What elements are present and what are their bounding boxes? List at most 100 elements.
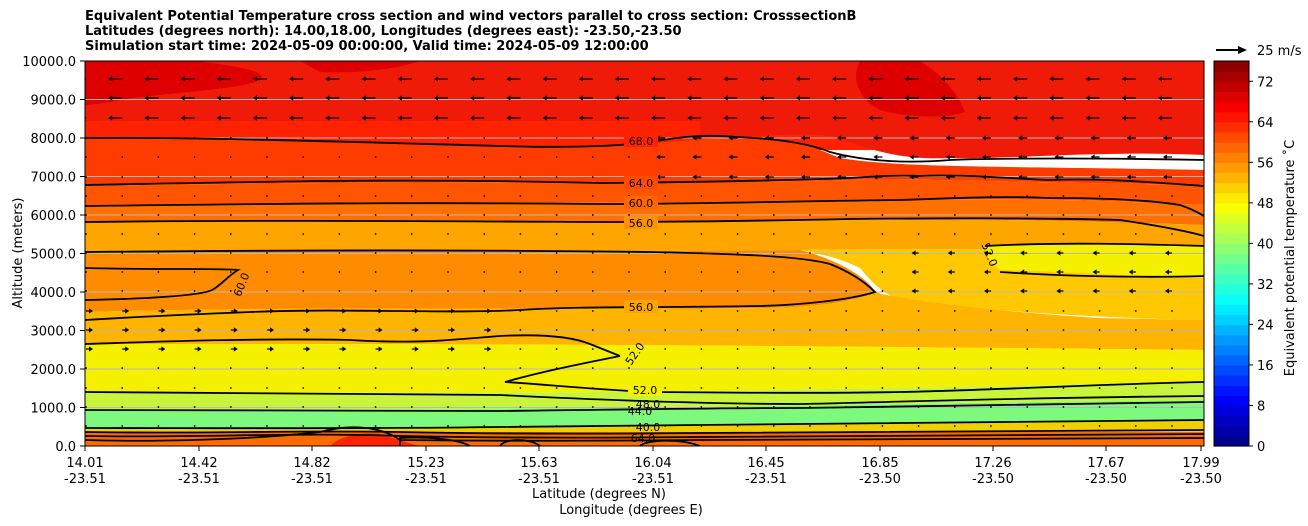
contour-line-68 — [85, 134, 1204, 163]
wind-vector-dot — [809, 290, 811, 292]
contour-line-52-right-top — [984, 242, 1204, 247]
wind-vector-head — [837, 135, 842, 141]
wind-vector-head — [378, 308, 383, 314]
wind-vector-head — [728, 154, 733, 160]
wind-vector-dot — [555, 271, 558, 273]
wind-vector-dot — [1062, 195, 1065, 197]
wind-vector-head — [1092, 288, 1097, 294]
wind-vector-head — [1085, 76, 1090, 82]
wind-vector-head — [270, 346, 274, 352]
wind-vector-dot — [881, 233, 884, 235]
wind-vector-head — [434, 76, 438, 82]
wind-vector-head — [89, 346, 93, 352]
wind-vector-dot — [374, 195, 377, 197]
wind-vector-head — [911, 288, 916, 294]
wind-vector-dot — [1171, 310, 1173, 312]
wind-vector-dot — [193, 156, 196, 158]
wind-vector-dot — [157, 252, 160, 254]
wind-vector-dot — [229, 425, 232, 427]
wind-vector-dot — [410, 271, 413, 273]
wind-vector-head — [801, 174, 805, 180]
wind-vector-dot — [917, 425, 920, 427]
wind-vector-dot — [664, 387, 667, 389]
wind-vector-dot — [628, 252, 630, 254]
wind-vector-dot — [664, 425, 667, 427]
contour-line-40 — [85, 419, 1204, 430]
wind-vector-head — [982, 174, 986, 180]
wind-vector-head — [180, 76, 185, 82]
y-axis: 0.0 1000.0 2000.0 3000.0 4000.0 5000.0 6000.0 7… — [22, 55, 85, 455]
wind-vector-dot — [809, 367, 811, 369]
wind-vector-head — [233, 346, 238, 352]
wind-vector-dot — [410, 214, 413, 216]
wind-vector-head — [289, 115, 294, 121]
wind-vector-head — [397, 115, 402, 121]
wind-vector-head — [873, 154, 878, 160]
wind-vector-dot — [591, 271, 594, 273]
band-56-60-mid — [85, 250, 875, 312]
colorbar-segment-7 — [1214, 364, 1249, 376]
wind-vector-dot — [881, 367, 884, 369]
wind-vector-head — [144, 115, 149, 121]
x-tick-label-lat-5: 16.04 — [634, 456, 671, 471]
band-64-68 — [85, 137, 1204, 186]
wind-vector-head — [868, 76, 873, 82]
x-tick-label-lon-6: -23.51 — [745, 472, 787, 487]
wind-vector-dot — [591, 387, 594, 389]
colorbar-segment-4 — [1214, 395, 1249, 407]
wind-vector-dot — [447, 137, 449, 139]
wind-vector-head — [837, 174, 842, 180]
wind-vector-dot — [917, 406, 920, 408]
wind-vector-head — [945, 154, 950, 160]
wind-vector-head — [615, 95, 619, 101]
wind-vector-dot — [1134, 367, 1137, 369]
wind-vector-dot — [121, 233, 124, 235]
wind-vector-dot — [519, 348, 522, 350]
x-tick-label-lon-3: -23.51 — [405, 472, 447, 487]
wind-vector-dot — [664, 367, 667, 369]
wind-vector-dot — [85, 290, 87, 292]
wind-vector-head — [687, 76, 692, 82]
x-tick-label-lon-9: -23.50 — [1085, 472, 1127, 487]
wind-vector-dot — [628, 233, 630, 235]
wind-vector-dot — [845, 367, 848, 369]
wind-vector-dot — [302, 290, 305, 292]
x-tick-label-lat-9: 17.67 — [1087, 456, 1124, 471]
wind-vector-head — [1126, 174, 1131, 180]
wind-vector-dot — [591, 290, 594, 292]
wind-vector-dot — [483, 367, 486, 369]
wind-vector-dot — [229, 406, 232, 408]
wind-vector-dot — [700, 348, 703, 350]
wind-vector-dot — [121, 271, 124, 273]
wind-vector-dot — [266, 233, 268, 235]
wind-vector-dot — [736, 233, 739, 235]
wind-vector-head — [651, 115, 656, 121]
wind-vector-head — [940, 76, 945, 82]
wind-vector-dot — [338, 367, 341, 369]
wind-vector-dot — [410, 367, 413, 369]
wind-vector-dot — [193, 367, 196, 369]
wind-vector-dot — [193, 176, 196, 178]
wind-vector-dot — [374, 271, 377, 273]
wind-vector-dot — [338, 137, 341, 139]
wind-vector-head — [542, 115, 547, 121]
wind-vector-head — [1054, 154, 1059, 160]
wind-vector-head — [253, 76, 257, 82]
colorbar-tick-label-8: 64 — [1257, 116, 1274, 131]
colorbar-tick-label-2: 16 — [1257, 359, 1274, 374]
wind-vector-dot — [881, 348, 884, 350]
wind-vector-dot — [193, 271, 196, 273]
wind-vector-dot — [591, 310, 594, 312]
wind-vector-dot — [85, 233, 87, 235]
wind-vector-dot — [555, 387, 558, 389]
horizontal-grid — [85, 99, 1204, 408]
wind-vector-head — [984, 269, 988, 275]
wind-vector-head — [1090, 154, 1095, 160]
wind-vector-dot — [591, 233, 594, 235]
wind-vector-head — [487, 308, 492, 314]
wind-vector-head — [578, 95, 583, 101]
colorbar-frame — [1213, 60, 1250, 447]
wind-vector-dot — [1134, 406, 1137, 408]
wind-vector-dot — [990, 387, 992, 389]
wind-vector-dot — [193, 387, 196, 389]
